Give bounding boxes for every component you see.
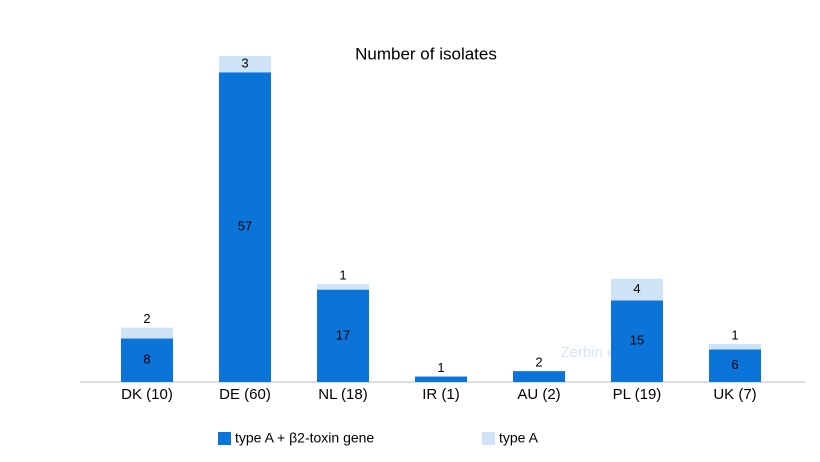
x-tick-label: PL (19) bbox=[613, 386, 662, 403]
x-tick-label: DK (10) bbox=[121, 386, 173, 403]
data-label: 6 bbox=[731, 357, 738, 372]
x-tick-label: NL (18) bbox=[318, 386, 367, 403]
bar-segment bbox=[219, 56, 271, 73]
data-label: 4 bbox=[633, 281, 640, 296]
bar-segment bbox=[317, 289, 369, 382]
x-tick-label: AU (2) bbox=[517, 386, 560, 403]
data-label: 1 bbox=[437, 360, 444, 375]
bar-segment bbox=[709, 349, 761, 382]
chart-title: Number of isolates bbox=[355, 44, 497, 63]
bar-segment bbox=[219, 72, 271, 383]
bar-segment bbox=[317, 284, 369, 290]
bar-segment bbox=[121, 338, 173, 382]
data-label: 57 bbox=[238, 219, 252, 234]
legend-swatch bbox=[218, 432, 231, 445]
data-label: 2 bbox=[535, 355, 542, 370]
bar-segment bbox=[513, 371, 565, 382]
x-tick-label: IR (1) bbox=[422, 386, 460, 403]
x-tick-label: DE (60) bbox=[219, 386, 271, 403]
data-label: 2 bbox=[143, 311, 150, 326]
data-label: 1 bbox=[731, 327, 738, 342]
x-tick-label: UK (7) bbox=[713, 386, 756, 403]
data-label: 3 bbox=[241, 56, 248, 71]
data-label: 15 bbox=[630, 333, 644, 348]
bar-segment bbox=[121, 327, 173, 339]
legend-label: type A + β2-toxin gene bbox=[235, 430, 374, 446]
data-label: 17 bbox=[336, 327, 350, 342]
legend-swatch bbox=[482, 432, 495, 445]
bar-segment bbox=[709, 343, 761, 350]
data-label: 1 bbox=[339, 268, 346, 283]
bar-segment bbox=[611, 278, 663, 301]
bar-segment bbox=[415, 376, 467, 382]
bar-segment bbox=[611, 300, 663, 382]
legend-label: type A bbox=[499, 430, 539, 446]
data-label: 8 bbox=[143, 352, 150, 367]
